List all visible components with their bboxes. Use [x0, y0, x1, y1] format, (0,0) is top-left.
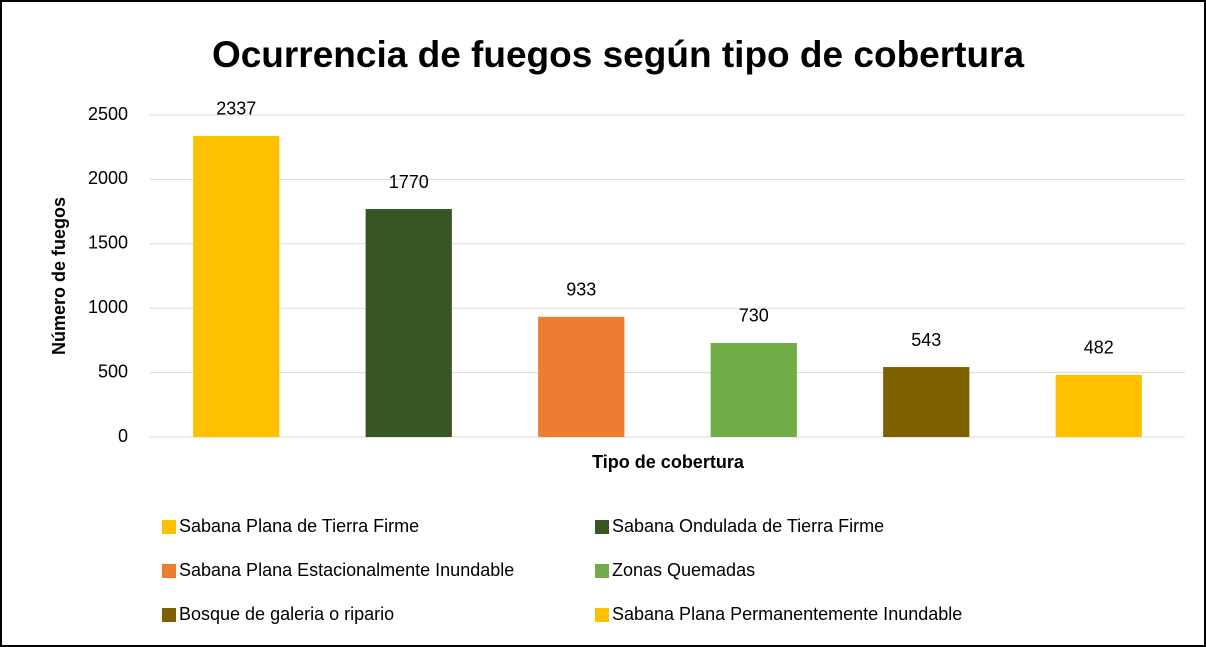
y-axis-label: Número de fuegos — [49, 197, 69, 355]
legend-swatch — [162, 520, 176, 534]
legend-label: Sabana Plana de Tierra Firme — [179, 516, 419, 536]
legend-swatch — [595, 564, 609, 578]
data-label: 933 — [566, 280, 596, 300]
y-tick-label: 2000 — [88, 168, 128, 188]
data-label: 482 — [1084, 338, 1114, 358]
y-tick-label: 1500 — [88, 233, 128, 253]
bar — [365, 209, 452, 437]
data-label: 1770 — [389, 172, 429, 192]
legend-swatch — [162, 608, 176, 622]
bar — [1055, 374, 1142, 437]
legend-swatch — [595, 608, 609, 622]
data-label: 543 — [911, 330, 941, 350]
legend-label: Sabana Plana Estacionalmente Inundable — [179, 560, 514, 580]
legend-swatch — [595, 520, 609, 534]
bar — [883, 367, 970, 437]
data-label: 730 — [739, 306, 769, 326]
y-tick-label: 2500 — [88, 104, 128, 124]
bar — [538, 316, 625, 437]
y-tick-label: 1000 — [88, 297, 128, 317]
legend-swatch — [162, 564, 176, 578]
bar — [193, 135, 280, 438]
legend-label: Zonas Quemadas — [612, 560, 755, 580]
y-tick-label: 500 — [98, 361, 128, 381]
legend-label: Sabana Ondulada de Tierra Firme — [612, 516, 884, 536]
chart-title: Ocurrencia de fuegos según tipo de cober… — [212, 34, 1025, 75]
x-axis-label: Tipo de cobertura — [592, 452, 745, 472]
legend-label: Bosque de galeria o ripario — [179, 604, 394, 624]
y-tick-label: 0 — [118, 426, 128, 446]
bar — [710, 342, 797, 437]
legend-label: Sabana Plana Permanentemente Inundable — [612, 604, 962, 624]
data-label: 2337 — [216, 99, 256, 119]
